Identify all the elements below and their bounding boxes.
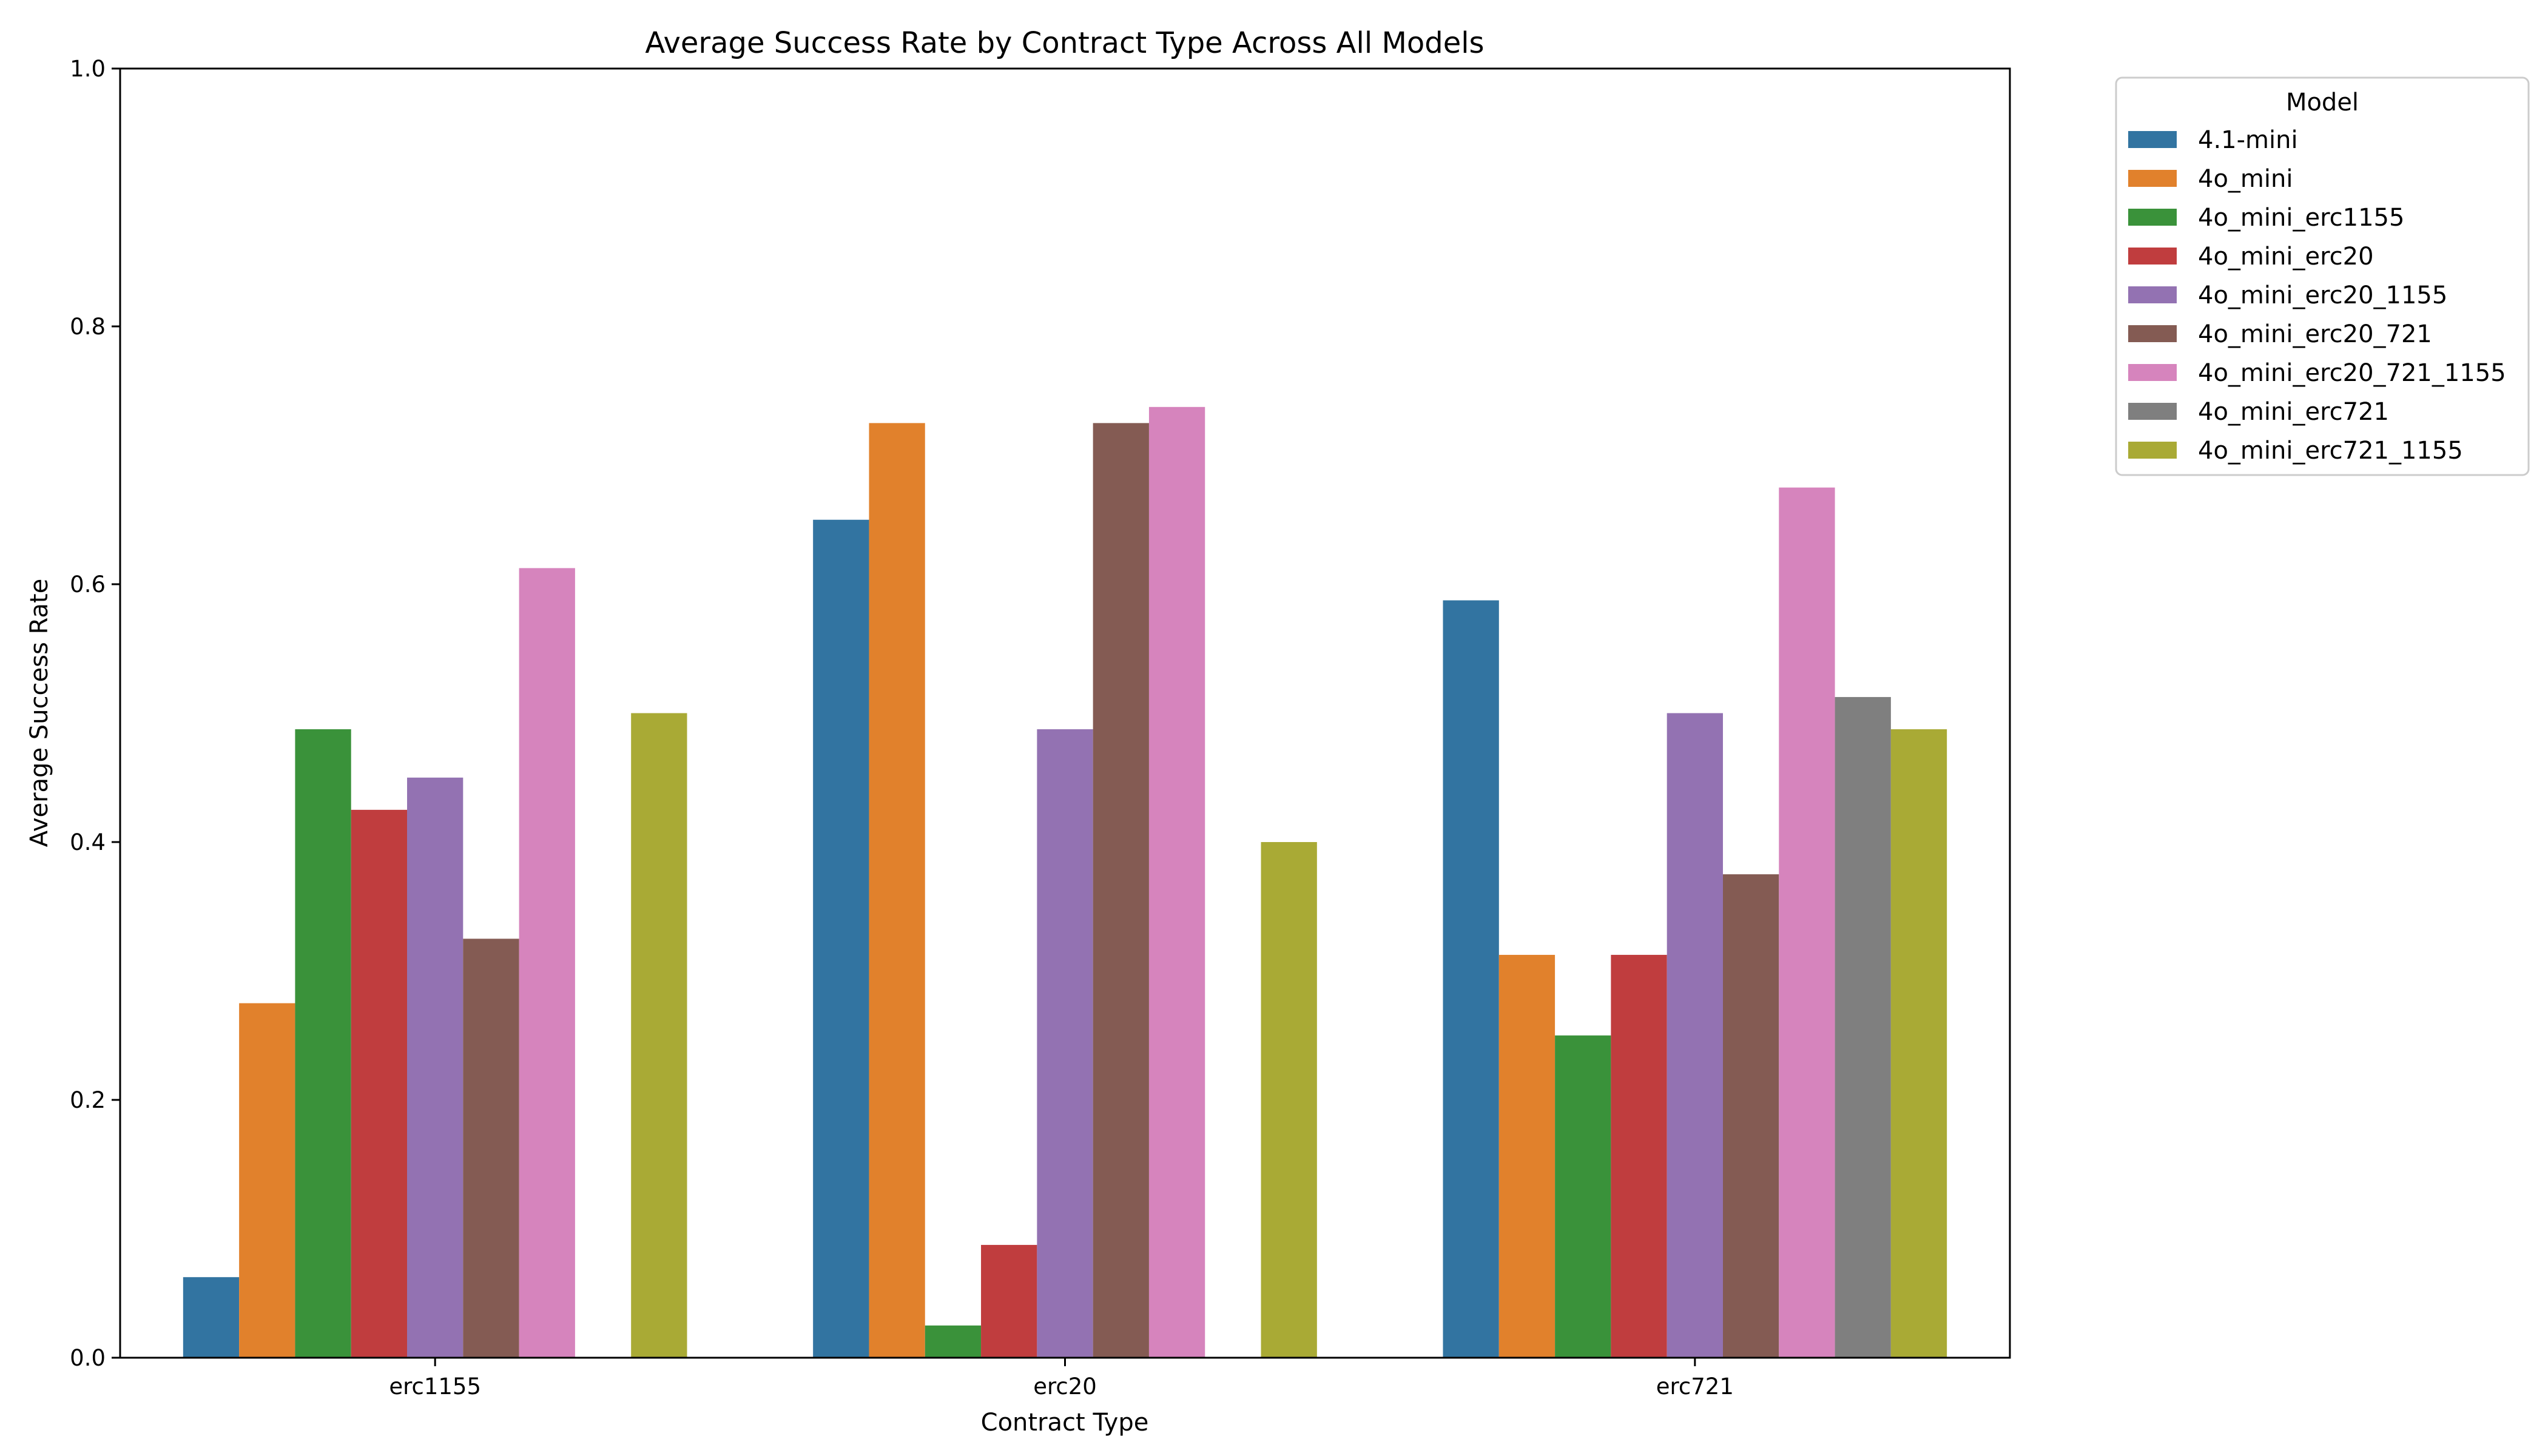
legend-label: 4o_mini_erc20_1155 <box>2198 281 2447 309</box>
y-tick-label: 0.4 <box>70 829 106 855</box>
bar-4o_mini_erc20_721_1155-erc721 <box>1779 487 1835 1358</box>
legend-label: 4o_mini_erc721 <box>2198 398 2389 426</box>
legend-label: 4o_mini_erc20 <box>2198 243 2374 271</box>
legend-swatch <box>2128 403 2177 420</box>
bar-4o_mini_erc1155-erc721 <box>1555 1035 1611 1358</box>
y-axis: 0.0 0.2 0.4 0.6 0.8 1.0 <box>70 56 120 1371</box>
x-tick-label-erc721: erc721 <box>1656 1373 1734 1400</box>
bar-4.1-mini-erc20 <box>813 519 869 1358</box>
legend-swatch <box>2128 442 2177 459</box>
legend-label: 4o_mini_erc721_1155 <box>2198 437 2463 465</box>
chart-title: Average Success Rate by Contract Type Ac… <box>645 26 1484 60</box>
bars-group <box>183 406 1947 1358</box>
plot-frame <box>119 67 2011 1359</box>
y-tick-label: 1.0 <box>70 56 106 82</box>
bar-4o_mini_erc20_721_1155-erc20 <box>1148 406 1205 1358</box>
legend-swatch <box>2128 364 2177 381</box>
y-tick-label: 0.2 <box>70 1087 106 1113</box>
y-axis-label: Average Success Rate <box>25 579 53 847</box>
bar-4o_mini_erc20_1155-erc1155 <box>407 777 463 1358</box>
bar-4o_mini-erc1155 <box>239 1003 295 1358</box>
bar-4o_mini_erc20_721_1155-erc1155 <box>519 568 575 1358</box>
bar-4.1-mini-erc721 <box>1443 600 1499 1358</box>
bar-4o_mini_erc20_721-erc1155 <box>463 939 519 1358</box>
legend-swatch <box>2128 131 2177 148</box>
x-axis-label: Contract Type <box>981 1409 1149 1437</box>
bar-4o_mini_erc721_1155-erc721 <box>1890 729 1947 1358</box>
legend-items: 4.1-mini 4o_mini 4o_mini_erc1155 4o_mini_er… <box>2128 126 2506 465</box>
bar-4o_mini_erc20_1155-erc721 <box>1667 713 1723 1358</box>
bar-4o_mini_erc20_721-erc721 <box>1722 874 1779 1358</box>
y-tick-label: 0.8 <box>70 314 106 340</box>
bar-4o_mini_erc1155-erc1155 <box>295 729 351 1358</box>
legend-swatch <box>2128 170 2177 187</box>
legend-swatch <box>2128 209 2177 226</box>
bar-4o_mini_erc20_721-erc20 <box>1093 423 1149 1358</box>
bar-4o_mini_erc20-erc1155 <box>351 809 408 1358</box>
bar-4o_mini_erc1155-erc20 <box>925 1325 982 1358</box>
bar-4o_mini_erc20-erc721 <box>1611 954 1667 1358</box>
bar-4o_mini_erc20-erc20 <box>981 1245 1037 1358</box>
legend-label: 4o_mini_erc1155 <box>2198 204 2404 232</box>
bar-4o_mini_erc721-erc721 <box>1835 696 1891 1358</box>
bar-4o_mini_erc721_1155-erc20 <box>1261 842 1317 1358</box>
y-tick-label: 0.0 <box>70 1345 106 1371</box>
bar-4o_mini-erc20 <box>869 423 925 1358</box>
bar-4o_mini-erc721 <box>1498 954 1555 1358</box>
y-tick-label: 0.6 <box>70 571 106 598</box>
legend-swatch <box>2128 248 2177 265</box>
legend-title: Model <box>2286 89 2359 116</box>
bar-4.1-mini-erc1155 <box>183 1277 240 1358</box>
bar-4o_mini_erc20_1155-erc20 <box>1037 729 1093 1358</box>
legend-swatch <box>2128 325 2177 342</box>
legend-label: 4.1-mini <box>2198 126 2298 154</box>
legend-label: 4o_mini_erc20_721_1155 <box>2198 359 2506 387</box>
x-axis: erc1155 erc20 erc721 <box>389 1358 1734 1400</box>
legend: Model 4.1-mini 4o_mini 4o_mini_erc1155 4o_m… <box>2115 76 2530 476</box>
legend-label: 4o_mini_erc20_721 <box>2198 320 2432 348</box>
x-tick-label-erc1155: erc1155 <box>389 1373 481 1400</box>
legend-frame <box>2115 76 2530 476</box>
x-tick-label-erc20: erc20 <box>1033 1373 1097 1400</box>
bar-4o_mini_erc721_1155-erc1155 <box>631 713 687 1358</box>
legend-label: 4o_mini <box>2198 165 2293 193</box>
legend-swatch <box>2128 286 2177 303</box>
